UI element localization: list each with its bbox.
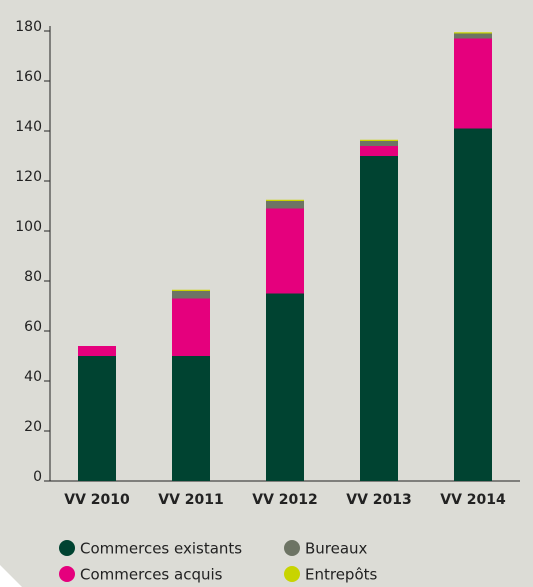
bar-segment bbox=[454, 128, 492, 481]
y-tick-label: 40 bbox=[24, 369, 42, 385]
legend-swatch bbox=[59, 566, 75, 582]
bar-segment bbox=[78, 356, 116, 481]
y-tick-label: 120 bbox=[15, 169, 42, 185]
x-tick-label: VV 2010 bbox=[64, 492, 130, 508]
bar-segment bbox=[266, 208, 304, 294]
y-tick-label: 160 bbox=[15, 69, 42, 85]
y-tick-label: 60 bbox=[24, 319, 42, 335]
bar-segment bbox=[172, 291, 210, 299]
bar-segment bbox=[266, 199, 304, 201]
legend-swatch bbox=[284, 540, 300, 556]
legend-swatch bbox=[284, 566, 300, 582]
bar-segment bbox=[360, 141, 398, 146]
legend-label: Entrepôts bbox=[305, 566, 378, 584]
legend-label: Bureaux bbox=[305, 540, 368, 558]
x-tick-label: VV 2012 bbox=[252, 492, 318, 508]
bar-segment bbox=[360, 156, 398, 481]
bar-segment bbox=[78, 346, 116, 356]
x-tick-label: VV 2013 bbox=[346, 492, 412, 508]
x-tick-label: VV 2014 bbox=[440, 492, 506, 508]
y-tick-label: 100 bbox=[15, 219, 42, 235]
legend-label: Commerces existants bbox=[80, 540, 242, 558]
bar-segment bbox=[266, 201, 304, 209]
bar-segment bbox=[172, 298, 210, 356]
bar-segment bbox=[266, 293, 304, 481]
y-tick-label: 80 bbox=[24, 269, 42, 285]
bar-segment bbox=[172, 289, 210, 291]
legend-label: Commerces acquis bbox=[80, 566, 223, 584]
legend-swatch bbox=[59, 540, 75, 556]
x-tick-label: VV 2011 bbox=[158, 492, 224, 508]
corner-cut bbox=[0, 565, 22, 587]
y-tick-label: 180 bbox=[15, 19, 42, 35]
bar-segment bbox=[360, 139, 398, 141]
bar-segment bbox=[454, 33, 492, 39]
bar-segment bbox=[360, 146, 398, 156]
y-tick-label: 20 bbox=[24, 419, 42, 435]
bar-segment bbox=[454, 32, 492, 34]
y-tick-label: 0 bbox=[33, 469, 42, 485]
bar-segment bbox=[454, 38, 492, 129]
bar-segment bbox=[172, 356, 210, 481]
y-tick-label: 140 bbox=[15, 119, 42, 135]
